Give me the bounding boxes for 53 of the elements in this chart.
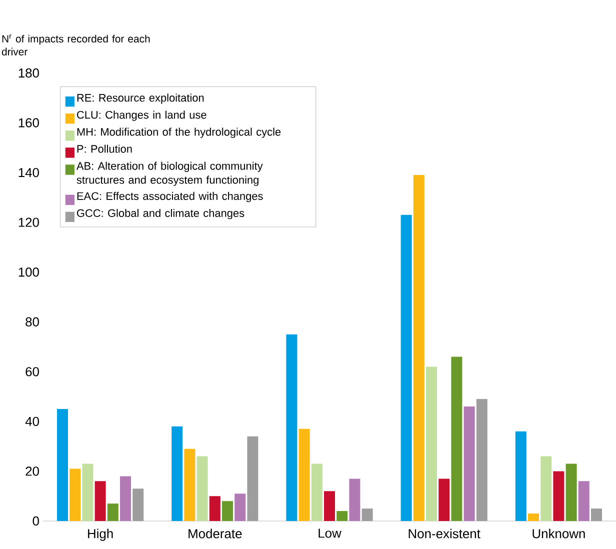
legend-label: AB: Alteration of biological community structures and ecosystem functioning <box>76 162 263 186</box>
y-tick-label: 140 <box>18 168 39 178</box>
bar <box>426 366 437 521</box>
bar <box>515 431 526 521</box>
legend-label: RE: Resource exploitation <box>77 94 204 104</box>
bar <box>70 468 81 521</box>
legend-label: EAC: Effects associated with changes <box>77 192 263 202</box>
bar <box>578 481 590 521</box>
bar <box>82 464 94 521</box>
bar <box>196 456 208 521</box>
y-tick-label: 120 <box>18 218 39 227</box>
legend-label: GCC: Global and climate changes <box>77 208 244 220</box>
bar <box>234 494 246 521</box>
bar <box>209 496 220 521</box>
bar <box>94 481 106 521</box>
bar <box>464 406 475 521</box>
bar <box>451 356 462 521</box>
x-tick-label: High <box>88 528 113 541</box>
y-tick-label: 100 <box>18 268 39 277</box>
bar <box>324 491 335 521</box>
bar <box>400 214 412 521</box>
bar <box>528 514 539 521</box>
bar <box>553 471 564 521</box>
y-tick-label: 80 <box>26 317 39 326</box>
bar <box>336 511 348 521</box>
x-tick-label: Low <box>318 528 342 538</box>
y-tick-label: 40 <box>25 416 39 426</box>
bar <box>413 175 424 521</box>
legend-label: MH: Modification of the hydrological cycle <box>77 128 281 138</box>
bar <box>286 334 298 521</box>
y-tick-label: 180 <box>18 68 39 78</box>
x-tick-label: Non-existent <box>408 528 480 538</box>
bar <box>222 501 233 521</box>
x-tick-label: Unknown <box>532 528 585 538</box>
x-tick-label: Moderate <box>188 528 242 538</box>
legend-label: CLU: Changes in land use <box>77 110 206 121</box>
bar <box>438 478 450 521</box>
bar <box>172 426 183 521</box>
bar <box>540 456 552 521</box>
y-axis-title: N$^{r}$ of impacts recorded for each driver <box>2 34 150 56</box>
bar <box>298 428 310 521</box>
bar <box>107 504 118 521</box>
y-tick-label: 20 <box>26 466 39 476</box>
y-tick-label: 0 <box>32 516 39 526</box>
bar <box>57 409 68 521</box>
y-tick-label: 60 <box>26 367 39 376</box>
bar <box>120 476 131 521</box>
y-tick-label: 160 <box>18 118 39 128</box>
bar <box>349 478 360 521</box>
legend-label: P: Pollution <box>77 144 132 153</box>
bar <box>184 448 196 521</box>
bar <box>311 464 322 521</box>
bar <box>566 464 577 521</box>
